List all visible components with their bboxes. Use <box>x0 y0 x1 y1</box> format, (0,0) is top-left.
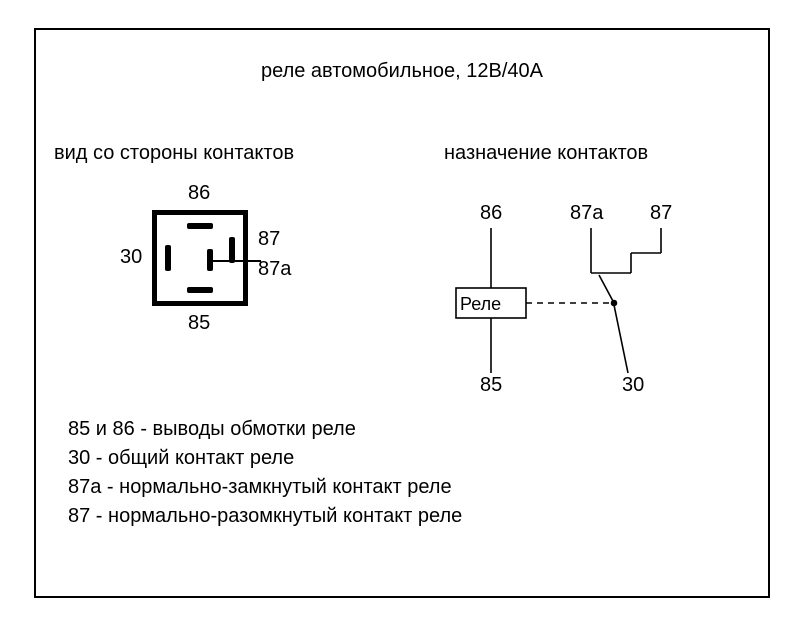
schematic-label-87: 87 <box>650 202 672 225</box>
legend-line-1: 85 и 86 - выводы обмотки реле <box>68 418 462 441</box>
legend-line-3: 87а - нормально-замкнутый контакт реле <box>68 476 462 499</box>
pin-85 <box>187 287 213 293</box>
label-87a: 87а <box>258 258 291 281</box>
pin-30 <box>165 245 171 271</box>
label-30: 30 <box>120 246 142 269</box>
relay-housing <box>152 210 248 306</box>
label-86: 86 <box>188 182 210 205</box>
right-heading: назначение контактов <box>444 142 648 165</box>
schematic-label-85: 85 <box>480 374 502 397</box>
schematic-label-87a: 87а <box>570 202 603 225</box>
pin-86 <box>187 223 213 229</box>
schematic-label-86: 86 <box>480 202 502 225</box>
relay-physical-view <box>152 210 248 306</box>
label-87: 87 <box>258 228 280 251</box>
legend: 85 и 86 - выводы обмотки реле 30 - общий… <box>68 412 462 534</box>
schematic-box-label: Реле <box>460 294 501 315</box>
legend-line-2: 30 - общий контакт реле <box>68 447 462 470</box>
diagram-frame: реле автомобильное, 12В/40А вид со сторо… <box>34 28 770 598</box>
diagram-title: реле автомобильное, 12В/40А <box>36 60 768 83</box>
label-85: 85 <box>188 312 210 335</box>
legend-line-4: 87 - нормально-разомкнутый контакт реле <box>68 505 462 528</box>
page: реле автомобильное, 12В/40А вид со сторо… <box>0 0 804 626</box>
schematic-label-30: 30 <box>622 374 644 397</box>
lead-87a <box>213 260 261 262</box>
left-heading: вид со стороны контактов <box>54 142 294 165</box>
